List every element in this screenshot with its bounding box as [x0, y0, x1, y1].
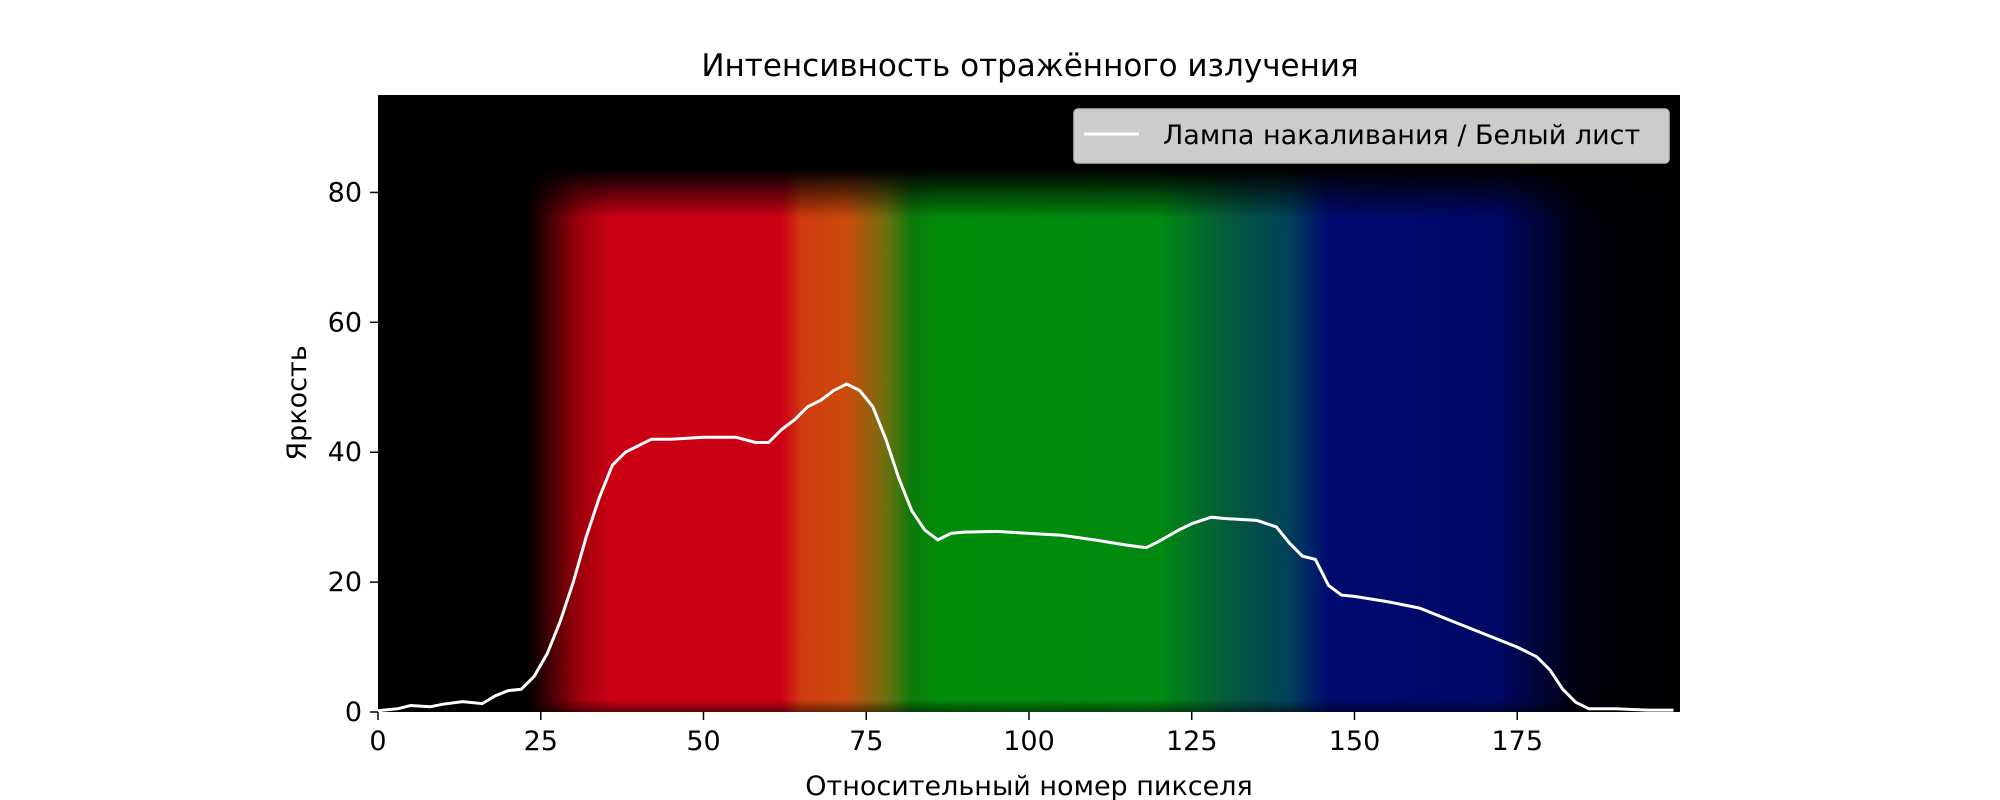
y-tick-label: 40	[328, 437, 362, 468]
x-tick-label: 175	[1491, 726, 1543, 757]
y-tick-label: 0	[345, 697, 362, 728]
x-tick-label: 100	[1003, 726, 1055, 757]
legend: Лампа накаливания / Белый лист	[1073, 108, 1670, 164]
legend-label: Лампа накаливания / Белый лист	[1163, 120, 1640, 151]
x-tick-label: 75	[849, 726, 883, 757]
legend-box	[1073, 108, 1670, 164]
y-tick-label: 60	[328, 307, 362, 338]
x-axis-label: Относительный номер пикселя	[805, 771, 1253, 800]
spectrum-top-fade	[378, 95, 1680, 712]
x-tick-label: 150	[1329, 726, 1381, 757]
y-tick-label: 80	[328, 177, 362, 208]
x-tick-label: 50	[686, 726, 720, 757]
x-tick-label: 25	[524, 726, 558, 757]
series-line	[377, 382, 1674, 713]
x-tick-label: 0	[369, 726, 386, 757]
plot-area	[377, 95, 1680, 713]
x-axis-ticks: 0 25 50 75 100 125 150 175	[369, 712, 1543, 757]
y-axis-ticks: 0 20 40 60 80	[328, 177, 378, 728]
y-tick-label: 20	[328, 567, 362, 598]
y-axis-label: Яркость	[282, 345, 313, 460]
chart-title: Интенсивность отражённого излучения	[701, 48, 1358, 84]
x-tick-label: 125	[1166, 726, 1218, 757]
